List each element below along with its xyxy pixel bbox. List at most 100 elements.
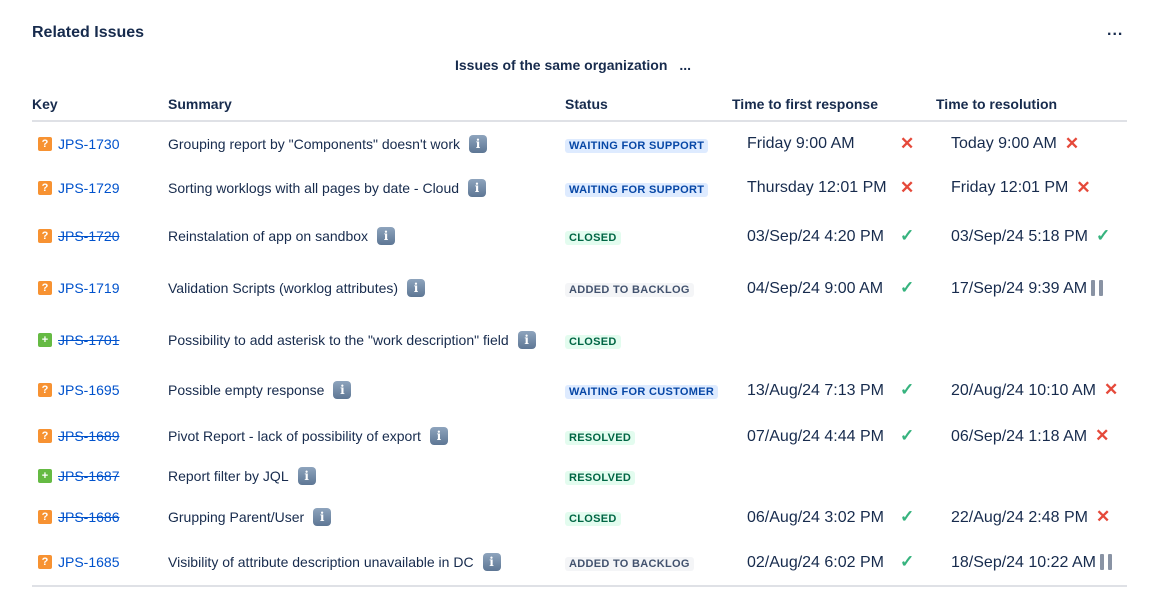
- status-badge: CLOSED: [565, 512, 621, 526]
- table-row: ? JPS-1695 Possible empty response i WAITI…: [32, 365, 1127, 415]
- resolution-time: Today 9:00 AM: [951, 135, 1057, 152]
- met-check-icon: ✓: [900, 426, 915, 445]
- first-response-time: Thursday 12:01 PM: [747, 179, 887, 196]
- question-type-icon: ?: [38, 510, 52, 524]
- info-icon[interactable]: i: [297, 467, 316, 485]
- met-check-icon: ✓: [900, 226, 915, 245]
- info-icon[interactable]: i: [517, 330, 536, 349]
- new-feature-icon: +: [38, 332, 52, 347]
- issue-summary: Possibility to add asterisk to the "work…: [168, 331, 509, 348]
- status-badge: ADDED TO BACKLOG: [565, 557, 694, 571]
- column-status[interactable]: Status: [565, 96, 732, 122]
- issue-summary: Reinstalation of app on sandbox: [168, 228, 369, 244]
- more-actions-button[interactable]: ...: [1107, 22, 1124, 39]
- issue-key-link[interactable]: JPS-1720: [58, 228, 120, 244]
- info-icon[interactable]: i: [429, 427, 448, 445]
- status-badge: WAITING FOR SUPPORT: [565, 138, 709, 153]
- resolution-time: 17/Sep/24 9:39 AM: [951, 279, 1088, 297]
- breached-cross-icon: ✕: [1095, 426, 1110, 445]
- issue-key-link[interactable]: JPS-1686: [58, 509, 120, 525]
- table-row: ? JPS-1729 Sorting worklogs with all page…: [32, 165, 1127, 210]
- resolution-time: 20/Aug/24 10:10 AM: [951, 381, 1096, 399]
- status-badge: WAITING FOR SUPPORT: [565, 182, 709, 197]
- filter-more-button[interactable]: ...: [679, 57, 692, 73]
- resolution-time: 18/Sep/24 10:22 AM: [951, 553, 1096, 571]
- status-badge: RESOLVED: [565, 431, 636, 445]
- info-icon[interactable]: i: [313, 508, 332, 526]
- info-icon[interactable]: i: [333, 381, 352, 399]
- status-badge: CLOSED: [565, 334, 621, 349]
- issue-summary: Validation Scripts (worklog attributes): [168, 280, 399, 296]
- column-resolution[interactable]: Time to resolution: [936, 96, 1127, 122]
- info-icon[interactable]: i: [407, 279, 426, 297]
- question-type-icon: ?: [38, 281, 52, 295]
- table-row: ? JPS-1719 Validation Scripts (worklog at…: [32, 262, 1127, 314]
- breached-cross-icon: ✕: [900, 133, 915, 153]
- resolution-time: Friday 12:01 PM: [951, 179, 1069, 196]
- paused-icon: [1100, 554, 1112, 570]
- resolution-time: 22/Aug/24 2:48 PM: [951, 508, 1088, 526]
- table-row: ? JPS-1686 Grupping Parent/User i CLOSED 0…: [32, 495, 1127, 539]
- issue-key-link[interactable]: JPS-1730: [58, 135, 120, 152]
- table-row: ? JPS-1720 Reinstalation of app on sandbo…: [32, 210, 1127, 262]
- met-check-icon: ✓: [900, 507, 915, 526]
- question-type-icon: ?: [38, 555, 52, 569]
- question-type-icon: ?: [38, 180, 52, 195]
- issue-summary: Pivot Report - lack of possibility of ex…: [168, 428, 421, 444]
- question-type-icon: ?: [38, 429, 52, 443]
- info-icon[interactable]: i: [468, 178, 487, 197]
- status-badge: CLOSED: [565, 231, 621, 245]
- issue-key-link[interactable]: JPS-1695: [58, 382, 120, 398]
- breached-cross-icon: ✕: [1076, 177, 1091, 197]
- breached-cross-icon: ✕: [1064, 133, 1080, 153]
- first-response-time: 13/Aug/24 7:13 PM: [747, 381, 884, 399]
- first-response-time: 02/Aug/24 6:02 PM: [747, 553, 884, 571]
- met-check-icon: ✓: [1095, 226, 1111, 245]
- status-badge: ADDED TO BACKLOG: [565, 283, 694, 297]
- issue-summary: Sorting worklogs with all pages by date …: [168, 179, 460, 196]
- first-response-time: 04/Sep/24 9:00 AM: [747, 279, 884, 297]
- first-response-time: Friday 9:00 AM: [747, 135, 855, 152]
- table-row: + JPS-1687 Report filter by JQL i RESOLVED: [32, 457, 1127, 495]
- issue-key-link[interactable]: JPS-1685: [58, 554, 120, 570]
- table-row: + JPS-1701 Possibility to add asterisk to…: [32, 314, 1127, 365]
- met-check-icon: ✓: [900, 552, 915, 571]
- issue-key-link[interactable]: JPS-1729: [58, 179, 120, 196]
- breached-cross-icon: ✕: [1104, 380, 1119, 399]
- first-response-time: 03/Sep/24 4:20 PM: [747, 227, 884, 245]
- issue-summary: Report filter by JQL: [168, 468, 289, 484]
- filter-title: Issues of the same organization...: [455, 57, 691, 73]
- info-icon[interactable]: i: [377, 227, 396, 245]
- resolution-time: 03/Sep/24 5:18 PM: [951, 227, 1088, 245]
- issue-key-link[interactable]: JPS-1689: [58, 428, 120, 444]
- new-feature-icon: +: [38, 469, 52, 483]
- info-icon[interactable]: i: [482, 553, 501, 571]
- question-type-icon: ?: [38, 383, 52, 397]
- paused-icon: [1091, 280, 1104, 296]
- status-badge: WAITING FOR CUSTOMER: [565, 385, 719, 399]
- question-type-icon: ?: [38, 136, 52, 151]
- issue-key-link[interactable]: JPS-1687: [58, 468, 120, 484]
- filter-label: Issues of the same organization: [455, 57, 668, 73]
- column-first-response[interactable]: Time to first response: [732, 96, 936, 122]
- info-icon[interactable]: i: [468, 134, 487, 153]
- table-row: ? JPS-1730 Grouping report by "Components…: [32, 121, 1127, 165]
- table-row: ? JPS-1689 Pivot Report - lack of possibi…: [32, 415, 1127, 457]
- table-header: Key Summary Status Time to first respons…: [32, 96, 1127, 122]
- issue-summary: Visibility of attribute description unav…: [168, 554, 474, 570]
- resolution-time: 06/Sep/24 1:18 AM: [951, 427, 1088, 445]
- issue-key-link[interactable]: JPS-1719: [58, 280, 120, 296]
- issue-summary: Possible empty response: [168, 382, 325, 398]
- issue-summary: Grouping report by "Components" doesn't …: [168, 135, 460, 152]
- first-response-time: 07/Aug/24 4:44 PM: [747, 427, 884, 445]
- column-summary[interactable]: Summary: [168, 96, 565, 122]
- column-key[interactable]: Key: [32, 96, 168, 122]
- table-row: ? JPS-1685 Visibility of attribute descri…: [32, 539, 1127, 587]
- panel-title: Related Issues: [32, 24, 145, 41]
- issue-summary: Grupping Parent/User: [168, 509, 305, 525]
- met-check-icon: ✓: [900, 380, 915, 399]
- issue-key-link[interactable]: JPS-1701: [58, 331, 120, 348]
- breached-cross-icon: ✕: [1095, 507, 1111, 526]
- issues-table: Key Summary Status Time to first respons…: [32, 96, 1127, 587]
- status-badge: RESOLVED: [565, 471, 636, 485]
